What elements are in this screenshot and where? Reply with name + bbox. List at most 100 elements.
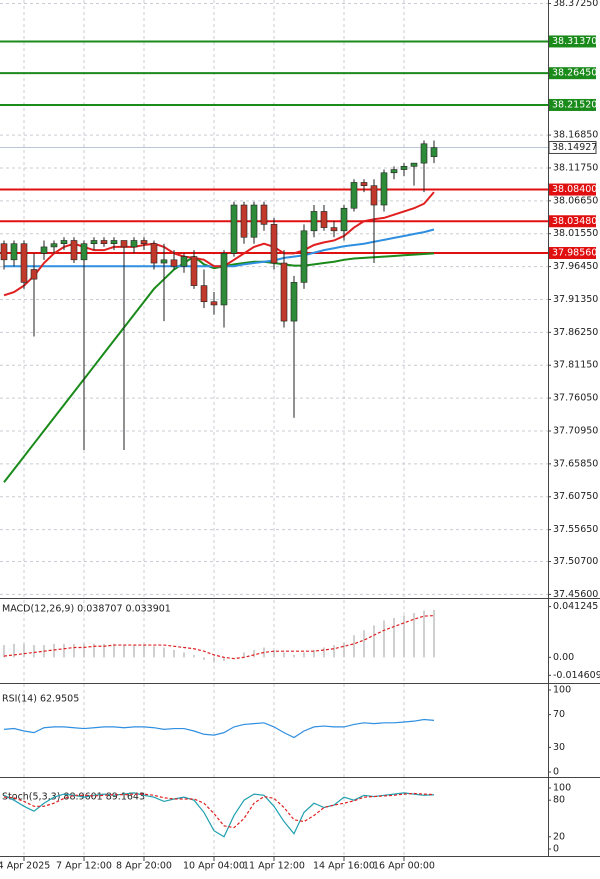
candle-body <box>200 285 208 303</box>
y-tick-label: 37.70950 <box>553 425 598 436</box>
y-tick-label: 37.45600 <box>553 589 598 600</box>
indicator-title: Stoch(5,3,3) 88.9601 89.1643 <box>2 792 145 803</box>
candle-body <box>310 211 318 232</box>
candle-body <box>390 169 398 174</box>
y-tick-label: 38.06650 <box>553 195 598 206</box>
y-tick-label: 70 <box>553 709 565 720</box>
level-label-box <box>549 98 596 111</box>
candle-body <box>250 204 258 238</box>
candle-body <box>400 166 408 170</box>
x-tick-label: 11 Apr 12:00 <box>243 861 305 872</box>
candle-body <box>0 243 8 261</box>
y-tick-label: 37.50700 <box>553 556 598 567</box>
level-label-box <box>549 215 596 228</box>
candle-body <box>220 253 228 306</box>
indicator-line <box>3 718 435 739</box>
candle-body <box>350 182 358 209</box>
y-tick-label: 37.60750 <box>553 491 598 502</box>
candle-body <box>180 256 188 267</box>
y-tick-label: 37.76050 <box>553 393 598 404</box>
y-tick-label: 0.041245 <box>553 601 598 612</box>
level-label: 38.08400 <box>552 184 597 195</box>
candle-body <box>130 240 138 248</box>
candle-body <box>320 211 328 228</box>
level-label: 38.31370 <box>552 36 597 47</box>
y-tick-label: 100 <box>553 783 571 794</box>
indicator-title: RSI(14) 62.9505 <box>2 694 79 705</box>
level-label: 38.03480 <box>552 216 597 227</box>
candle-body <box>100 240 108 244</box>
y-tick-label: 30 <box>553 742 565 753</box>
candle-body <box>110 240 118 244</box>
candle-body <box>150 243 158 264</box>
candle-body <box>120 240 128 248</box>
x-tick-label: 8 Apr 20:00 <box>116 861 172 872</box>
candle-body <box>300 230 308 283</box>
current-price-box <box>548 140 597 154</box>
y-tick-label: 20 <box>553 831 565 842</box>
y-tick-label: 37.55650 <box>553 524 598 535</box>
candle-body <box>270 224 278 264</box>
level-label: 38.21520 <box>552 99 597 110</box>
candle-body <box>420 143 428 164</box>
current-price-label: 38.14927 <box>552 142 597 153</box>
level-label: 38.26450 <box>552 68 597 79</box>
x-tick-label: 7 Apr 12:00 <box>56 861 112 872</box>
y-tick-label: 80 <box>553 795 565 806</box>
candle-body <box>70 240 78 261</box>
candle-body <box>340 207 348 232</box>
candle-body <box>260 204 268 225</box>
candle-body <box>190 256 198 286</box>
candle-body <box>30 269 38 280</box>
indicator-line <box>3 792 435 829</box>
y-tick-label: 38.01550 <box>553 228 598 239</box>
level-label-box <box>549 67 596 80</box>
candle-body <box>230 204 238 254</box>
candle-body <box>20 243 28 283</box>
candle-body <box>380 172 388 206</box>
candle-body <box>170 259 178 267</box>
y-tick-label: 100 <box>553 685 571 696</box>
y-tick-label: 38.16850 <box>553 130 598 141</box>
level-label-box <box>549 35 596 48</box>
y-tick-label: 38.11750 <box>553 162 598 173</box>
level-label-box <box>549 183 596 196</box>
y-tick-label: 0 <box>553 844 559 855</box>
candle-body <box>330 227 338 232</box>
y-tick-label: 37.96450 <box>553 261 598 272</box>
candle-body <box>140 240 148 244</box>
candle-body <box>240 204 248 238</box>
indicator-title: MACD(12,26,9) 0.038707 0.033901 <box>2 604 171 615</box>
y-tick-label: 37.81150 <box>553 360 598 371</box>
x-tick-label: 10 Apr 04:00 <box>183 861 245 872</box>
candle-body <box>280 262 288 322</box>
candle-body <box>430 147 438 157</box>
candle-body <box>60 240 68 244</box>
indicator-line <box>3 615 435 660</box>
candle-body <box>410 162 418 167</box>
y-tick-label: -0.014609 <box>553 670 600 681</box>
y-tick-label: 37.86250 <box>553 327 598 338</box>
y-tick-label: 38.37250 <box>553 0 598 9</box>
candle-body <box>210 301 218 306</box>
y-tick-label: 0.00 <box>553 652 574 663</box>
x-tick-label: 16 Apr 00:00 <box>373 861 435 872</box>
candle-body <box>290 282 298 322</box>
x-tick-label: 4 Apr 2025 <box>0 861 50 872</box>
x-tick-label: 14 Apr 16:00 <box>313 861 375 872</box>
candle-body <box>90 240 98 244</box>
level-label-box <box>549 246 596 259</box>
candle-body <box>370 185 378 206</box>
candle-body <box>360 182 368 186</box>
candle-body <box>10 243 18 261</box>
candle-body <box>160 259 168 264</box>
level-label: 37.98560 <box>552 247 597 258</box>
y-tick-label: 0 <box>553 767 559 778</box>
y-tick-label: 37.65850 <box>553 458 598 469</box>
candle-body <box>40 246 48 254</box>
candle-body <box>80 243 88 261</box>
y-tick-label: 37.91350 <box>553 294 598 305</box>
candle-body <box>50 243 58 248</box>
